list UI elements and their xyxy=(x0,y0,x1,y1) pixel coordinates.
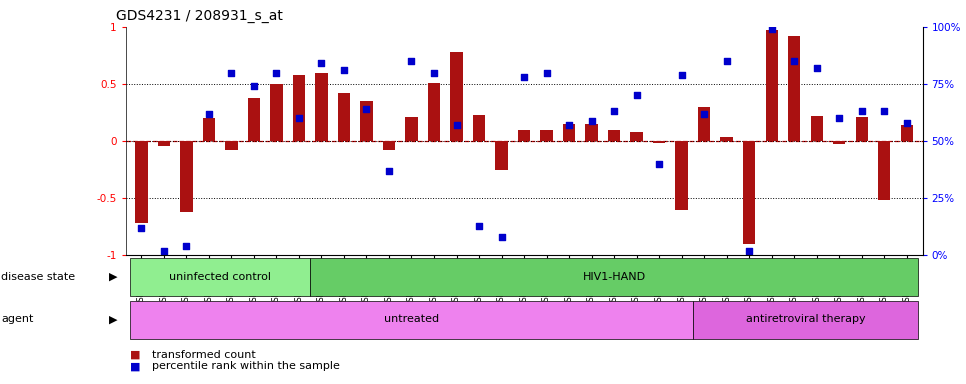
Point xyxy=(809,65,824,71)
FancyBboxPatch shape xyxy=(693,301,918,339)
Bar xyxy=(472,115,485,141)
Point xyxy=(629,92,644,98)
Bar xyxy=(585,124,598,141)
Point xyxy=(358,106,374,112)
Point xyxy=(854,108,869,114)
Text: transformed count: transformed count xyxy=(152,350,255,360)
Point xyxy=(742,248,757,254)
Bar xyxy=(743,141,755,244)
Bar xyxy=(338,93,350,141)
Point xyxy=(516,74,531,80)
Point xyxy=(133,225,149,231)
Point xyxy=(651,161,667,167)
Bar xyxy=(788,36,801,141)
Point xyxy=(561,122,577,128)
Text: agent: agent xyxy=(1,314,34,324)
Point xyxy=(156,248,172,254)
FancyBboxPatch shape xyxy=(310,258,918,296)
Bar xyxy=(810,116,823,141)
Text: uninfected control: uninfected control xyxy=(169,271,271,282)
Bar xyxy=(135,141,148,223)
Point xyxy=(404,58,419,64)
Bar xyxy=(496,141,508,170)
Bar xyxy=(900,125,913,141)
Point xyxy=(449,122,465,128)
Bar xyxy=(833,141,845,144)
Bar xyxy=(608,130,620,141)
Text: ▶: ▶ xyxy=(109,271,118,282)
Text: disease state: disease state xyxy=(1,271,75,282)
Point xyxy=(382,168,397,174)
Text: ■: ■ xyxy=(130,350,141,360)
Point xyxy=(246,83,262,89)
Bar xyxy=(270,84,283,141)
Point xyxy=(539,70,554,76)
Point xyxy=(607,108,622,114)
Point xyxy=(786,58,802,64)
Text: ▶: ▶ xyxy=(109,314,118,324)
Bar xyxy=(653,141,666,143)
Text: HIV1-HAND: HIV1-HAND xyxy=(582,271,645,282)
Bar xyxy=(315,73,327,141)
Bar xyxy=(631,132,642,141)
Point xyxy=(291,115,306,121)
Point xyxy=(719,58,734,64)
Point xyxy=(179,243,194,249)
Point xyxy=(314,60,329,66)
Bar xyxy=(360,101,373,141)
Bar xyxy=(293,75,305,141)
Point xyxy=(832,115,847,121)
Bar xyxy=(518,130,530,141)
Bar xyxy=(203,118,215,141)
Bar xyxy=(157,141,170,146)
Point xyxy=(201,111,216,117)
Point xyxy=(494,234,509,240)
Bar xyxy=(721,136,733,141)
Bar xyxy=(878,141,891,200)
Bar xyxy=(765,30,778,141)
Bar xyxy=(540,130,553,141)
Point xyxy=(764,26,780,32)
Bar xyxy=(675,141,688,210)
FancyBboxPatch shape xyxy=(130,301,693,339)
Text: untreated: untreated xyxy=(384,314,440,324)
Bar xyxy=(698,107,710,141)
Point xyxy=(224,70,240,76)
Point xyxy=(426,70,441,76)
Point xyxy=(471,222,487,228)
Point xyxy=(696,111,712,117)
Point xyxy=(899,120,915,126)
Bar xyxy=(450,52,463,141)
Text: ■: ■ xyxy=(130,361,141,371)
Text: GDS4231 / 208931_s_at: GDS4231 / 208931_s_at xyxy=(116,9,283,23)
Bar xyxy=(856,117,867,141)
Bar xyxy=(383,141,395,150)
Bar xyxy=(406,117,417,141)
Bar xyxy=(181,141,192,212)
Point xyxy=(674,72,690,78)
FancyBboxPatch shape xyxy=(130,258,310,296)
Point xyxy=(336,67,352,73)
Point xyxy=(583,118,599,124)
Bar xyxy=(225,141,238,150)
Text: percentile rank within the sample: percentile rank within the sample xyxy=(152,361,339,371)
Bar xyxy=(563,124,576,141)
Text: antiretroviral therapy: antiretroviral therapy xyxy=(746,314,866,324)
Point xyxy=(269,70,284,76)
Bar xyxy=(428,83,440,141)
Point xyxy=(876,108,892,114)
Bar xyxy=(247,98,260,141)
